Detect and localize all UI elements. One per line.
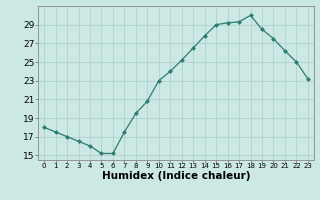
X-axis label: Humidex (Indice chaleur): Humidex (Indice chaleur) — [102, 171, 250, 181]
